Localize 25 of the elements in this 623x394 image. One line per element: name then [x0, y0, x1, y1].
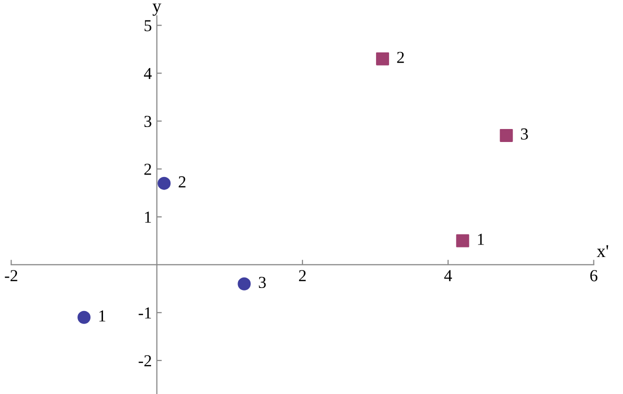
y-tick-label: 3 — [144, 116, 152, 128]
point — [500, 128, 513, 142]
annotation: 2 — [178, 176, 186, 188]
annotation: 3 — [521, 128, 528, 140]
y-tick-label: 4 — [144, 68, 152, 79]
point — [238, 277, 251, 290]
annotation: 3 — [258, 276, 266, 288]
x-axis-title: x' — [596, 245, 608, 258]
y-tick-label: 5 — [144, 20, 152, 32]
y-tick-label: 2 — [144, 164, 152, 175]
point — [456, 234, 470, 248]
x-tick-label: 2 — [299, 270, 306, 282]
x-tick-label: 4 — [444, 270, 452, 282]
annotation: 1 — [99, 310, 106, 322]
point — [158, 176, 171, 190]
y-axis-title: y — [152, 4, 162, 16]
y-tick-label: -2 — [138, 355, 152, 366]
x-tick-label: -2 — [4, 270, 18, 282]
x-tick-label: 6 — [590, 270, 598, 282]
y-tick-label: -1 — [138, 307, 151, 318]
annotation: 1 — [478, 234, 484, 245]
point — [376, 52, 390, 66]
annotation: 2 — [397, 52, 404, 63]
y-tick-label: 1 — [145, 212, 151, 223]
point — [78, 310, 91, 324]
